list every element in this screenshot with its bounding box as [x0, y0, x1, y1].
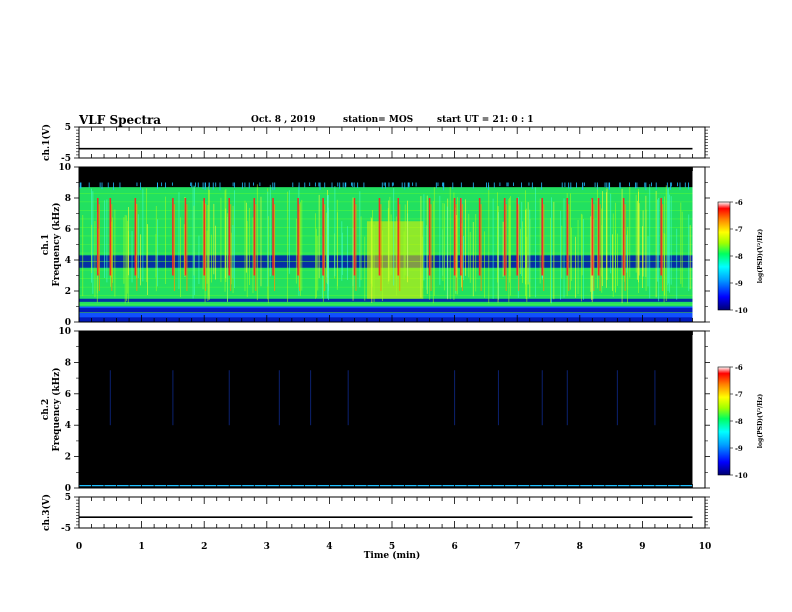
x-tick-label: 4: [326, 542, 332, 552]
y-tick-label: 6: [65, 390, 71, 400]
x-tick-label: 3: [264, 542, 270, 552]
colorbar-tick-label: -6: [735, 198, 743, 207]
ch2-colorbar-label: log(PSD)(V²/Hz): [757, 394, 764, 449]
colorbar-tick-label: -9: [735, 279, 743, 288]
y-tick-label: 4: [65, 256, 71, 266]
y-tick-label: 6: [65, 225, 71, 235]
date-label: Oct. 8 , 2019: [251, 115, 316, 125]
ch1-colorbar-label: log(PSD)(V²/Hz): [757, 229, 764, 284]
colorbar-tick-label: -10: [735, 471, 748, 480]
x-tick-label: 7: [514, 542, 520, 552]
x-tick-label: 5: [389, 542, 395, 552]
axis-label: ch.1: [41, 234, 51, 255]
y-tick-label: -5: [61, 154, 71, 164]
colorbar-tick-label: -8: [735, 252, 743, 261]
y-tick-label: 0: [65, 484, 71, 494]
colorbar-tick-label: -10: [735, 306, 748, 315]
axis-label: Frequency (kHz): [51, 202, 62, 286]
ch1_voltage-ylabel: ch.1(V): [41, 124, 52, 161]
y-tick-label: 8: [65, 194, 71, 204]
x-tick-label: 9: [639, 542, 645, 552]
axis-label: ch.1(V): [41, 124, 52, 161]
y-tick-label: 2: [65, 287, 71, 297]
y-tick-label: 5: [65, 123, 71, 133]
x-tick-label: 2: [201, 542, 207, 552]
x-tick-label: 1: [138, 542, 144, 552]
ch1-colorbar: [717, 201, 731, 311]
y-tick-label: 8: [65, 358, 71, 368]
y-tick-label: 10: [58, 163, 71, 173]
ch2-background: [79, 331, 693, 488]
colorbar-tick-label: -9: [735, 444, 743, 453]
x-tick-label: 0: [76, 542, 82, 552]
y-tick-label: 5: [65, 493, 71, 503]
colorbar-tick-label: -7: [735, 225, 743, 234]
y-tick-label: 10: [58, 327, 71, 337]
ch1-quiet-band: [79, 308, 693, 313]
colorbar-tick-label: -8: [735, 417, 743, 426]
x-tick-label: 8: [577, 542, 583, 552]
ch2-colorbar: [717, 366, 731, 476]
y-tick-label: 0: [65, 318, 71, 328]
ch1-quiet-band: [79, 317, 693, 322]
axis-label: ch.2: [41, 399, 51, 420]
station-label: station= MOS: [343, 115, 414, 125]
chart-title: VLF Spectra: [79, 113, 162, 127]
ch2_spec-ylabel: ch.2 Frequency (kHz): [41, 367, 62, 451]
ch3_voltage-ylabel: ch.3(V): [41, 494, 52, 531]
start-time-label: start UT = 21: 0 : 1: [437, 115, 534, 125]
x-tick-label: 10: [699, 542, 712, 552]
y-tick-label: -5: [61, 524, 71, 534]
axis-label: Frequency (kHz): [51, 367, 62, 451]
x-axis-label: Time (min): [364, 550, 421, 561]
ch1-intense-region: [366, 221, 424, 299]
ch1-quiet-band: [79, 298, 693, 302]
axis-label: ch.3(V): [41, 494, 52, 531]
colorbar-tick-label: -7: [735, 390, 743, 399]
y-tick-label: 4: [65, 421, 71, 431]
colorbar-label: log(PSD)(V²/Hz): [757, 394, 764, 449]
y-tick-label: 2: [65, 453, 71, 463]
colorbar-label: log(PSD)(V²/Hz): [757, 229, 764, 284]
x-tick-label: 6: [451, 542, 457, 552]
ch1_spec-ylabel: ch.1 Frequency (kHz): [41, 202, 62, 286]
colorbar-tick-label: -6: [735, 363, 743, 372]
